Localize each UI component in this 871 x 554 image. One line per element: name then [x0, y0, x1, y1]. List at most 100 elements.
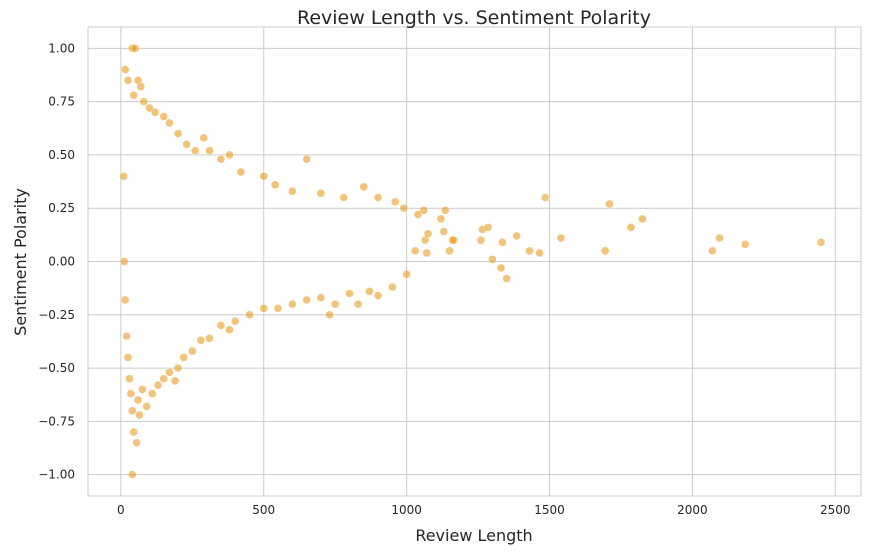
y-tick-label: 0.25 [48, 201, 75, 215]
y-tick-label: 0.75 [48, 95, 75, 109]
grid [88, 27, 861, 496]
data-point [170, 376, 180, 386]
data-point [120, 295, 130, 305]
data-point [136, 82, 146, 91]
data-point [205, 333, 214, 343]
data-point [388, 282, 397, 292]
data-point [302, 154, 311, 164]
data-point [145, 103, 154, 113]
y-tick-label: −1.00 [38, 468, 75, 482]
data-point [390, 197, 400, 207]
data-point [556, 233, 566, 243]
y-axis-title: Sentiment Polarity [11, 188, 30, 336]
data-point [316, 189, 326, 198]
data-points [119, 44, 826, 479]
data-point [205, 146, 214, 155]
data-point [353, 299, 363, 309]
data-point [496, 263, 506, 273]
data-point [483, 223, 493, 232]
data-point [173, 129, 183, 138]
data-point [216, 321, 226, 330]
data-point [605, 199, 614, 209]
data-point [129, 90, 138, 100]
data-point [422, 248, 431, 258]
y-axis-ticks: −1.00 −0.75 −0.50 −0.25 0.00 0.25 0.50 0.75 1.00 [38, 41, 75, 481]
data-point [120, 257, 129, 266]
data-point [159, 374, 168, 383]
data-point [159, 112, 168, 121]
data-point [148, 389, 157, 398]
data-point [188, 346, 197, 356]
data-point [502, 274, 511, 283]
data-point [488, 255, 497, 264]
data-point [270, 180, 280, 190]
data-point [402, 270, 411, 279]
x-tick-label: 2500 [820, 503, 851, 517]
data-point [626, 223, 636, 232]
data-point [715, 233, 724, 243]
data-point [259, 171, 268, 181]
data-point [119, 171, 128, 181]
data-point [273, 304, 283, 313]
data-point [365, 287, 374, 296]
data-point [345, 289, 354, 298]
data-point [638, 214, 647, 224]
data-point [498, 238, 507, 247]
data-point [476, 235, 486, 245]
y-tick-label: −0.75 [38, 414, 75, 428]
data-point [540, 193, 550, 202]
data-point [128, 470, 137, 479]
x-axis-title: Review Length [415, 526, 532, 545]
data-point [165, 118, 174, 128]
data-point [196, 336, 206, 345]
data-point [302, 295, 311, 305]
data-point [373, 193, 383, 202]
data-point [288, 299, 297, 309]
data-point [132, 438, 141, 447]
y-tick-label: 0.50 [48, 148, 75, 162]
data-point [288, 186, 297, 196]
data-point [600, 246, 610, 256]
x-tick-label: 1500 [534, 503, 565, 517]
data-point [708, 246, 717, 256]
data-point [179, 353, 188, 362]
x-tick-label: 0 [117, 503, 125, 517]
data-point [165, 368, 174, 377]
data-point [139, 97, 148, 106]
data-point [199, 133, 208, 143]
data-point [130, 44, 140, 53]
data-point [236, 167, 246, 177]
x-axis-ticks: 0 500 1000 1500 2000 2500 [117, 503, 851, 517]
data-point [373, 291, 383, 300]
data-point [129, 427, 138, 437]
data-point [133, 395, 143, 405]
data-point [182, 140, 191, 149]
data-point [439, 227, 449, 236]
data-point [330, 299, 340, 309]
data-point [359, 182, 369, 192]
data-point [419, 206, 429, 215]
data-point [525, 246, 534, 256]
data-point [816, 238, 826, 247]
y-tick-label: −0.25 [38, 308, 75, 322]
data-point [410, 246, 420, 256]
x-tick-label: 2000 [677, 503, 708, 517]
data-point [316, 293, 326, 302]
data-point [423, 229, 433, 239]
data-point [173, 363, 183, 373]
data-point [339, 193, 349, 202]
data-point [245, 310, 254, 320]
data-point [135, 410, 144, 420]
data-point [216, 154, 226, 164]
data-point [741, 240, 750, 249]
data-point [153, 380, 163, 390]
data-point [138, 385, 147, 394]
data-point [440, 206, 450, 215]
y-tick-label: 0.00 [48, 255, 75, 269]
data-point [128, 406, 137, 415]
data-point [190, 146, 200, 155]
data-point [512, 231, 521, 241]
data-point [123, 353, 133, 362]
x-tick-label: 1000 [391, 503, 422, 517]
